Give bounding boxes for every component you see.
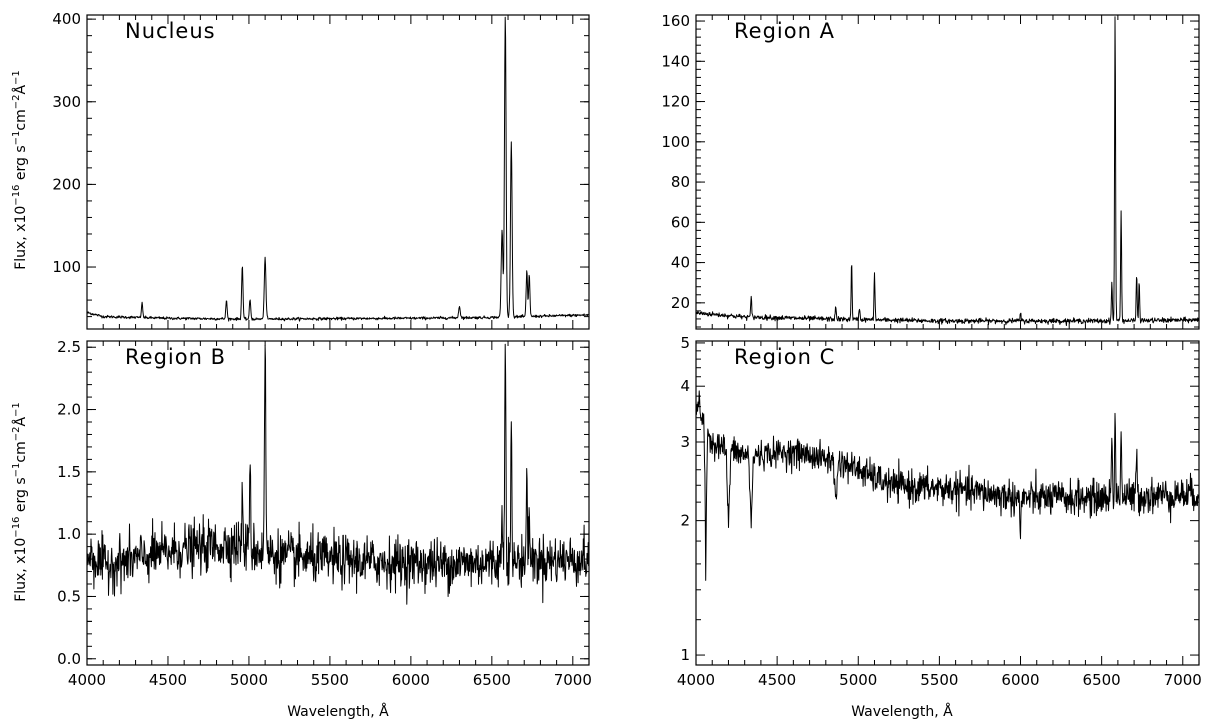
x-tick-label: 7000 xyxy=(554,671,592,689)
y-tick-label: 100 xyxy=(52,258,81,276)
x-tick-label: 4000 xyxy=(68,671,106,689)
x-tick-label: 6000 xyxy=(392,671,430,689)
y-tick-label: 3 xyxy=(680,433,690,451)
x-tick-label: 5000 xyxy=(839,671,877,689)
x-tick-label: 6500 xyxy=(473,671,511,689)
y-tick-label: 60 xyxy=(671,213,690,231)
spectrum-line xyxy=(696,390,1199,581)
y-tick-label: 200 xyxy=(52,175,81,193)
x-tick-label: 6000 xyxy=(1001,671,1039,689)
x-tick-label: 4000 xyxy=(677,671,715,689)
y-tick-label: 300 xyxy=(52,93,81,111)
y-tick-label: 80 xyxy=(671,173,690,191)
plot-frame xyxy=(695,340,1200,666)
x-tick-label: 5500 xyxy=(920,671,958,689)
y-tick-label: 1 xyxy=(680,646,690,664)
plot-frame xyxy=(86,14,590,330)
plot-frame xyxy=(695,14,1200,330)
y-tick-label: 120 xyxy=(661,93,690,111)
x-tick-label: 5000 xyxy=(230,671,268,689)
x-tick-label: 7000 xyxy=(1164,671,1202,689)
x-tick-label: 6500 xyxy=(1083,671,1121,689)
spectrum-line xyxy=(696,16,1199,326)
y-tick-label: 2.5 xyxy=(57,338,81,356)
panel-region-c: 4000 4500 5000 5500 6000 6500 7000 1 2 3 4 5 Region … xyxy=(677,334,1202,689)
y-tick-label: 1.0 xyxy=(57,525,81,543)
y-tick-label: 0.0 xyxy=(57,650,81,668)
y-tick-label: 2 xyxy=(680,512,690,530)
panel-region-b: 4000 4500 5000 5500 6000 6500 7000 0.0 0.5 1.0 1.5… xyxy=(57,338,592,689)
panel-title: Nucleus xyxy=(125,19,216,43)
panel-title: Region C xyxy=(734,345,835,369)
y-tick-label: 400 xyxy=(52,10,81,28)
panel-nucleus: 100 200 300 400 Nucleus xyxy=(52,10,590,330)
y-tick-label: 160 xyxy=(661,12,690,30)
panel-title: Region A xyxy=(734,19,835,43)
y-tick-label: 20 xyxy=(671,294,690,312)
xlabel-left: Wavelength, Å xyxy=(287,703,389,720)
x-tick-label: 5500 xyxy=(311,671,349,689)
y-tick-label: 100 xyxy=(661,133,690,151)
y-tick-label: 5 xyxy=(680,334,690,352)
y-tick-label: 1.5 xyxy=(57,463,81,481)
ylabel-bottom: Flux, x10−16 erg s−1cm−2Å−1 xyxy=(11,402,29,602)
y-tick-label: 0.5 xyxy=(57,587,81,605)
panel-region-a: 20 40 60 80 100 120 140 160 Region A xyxy=(661,12,1200,330)
y-tick-label: 2.0 xyxy=(57,401,81,419)
xlabel-right: Wavelength, Å xyxy=(851,703,953,720)
y-tick-label: 4 xyxy=(680,377,690,395)
spectrum-line xyxy=(87,343,589,605)
y-tick-label: 40 xyxy=(671,254,690,272)
x-tick-label: 4500 xyxy=(149,671,187,689)
ylabel-top: Flux, x10−16 erg s−1cm−2Å−1 xyxy=(11,70,29,270)
y-tick-label: 140 xyxy=(661,52,690,70)
x-tick-label: 4500 xyxy=(758,671,796,689)
plot-frame xyxy=(86,340,590,666)
panel-title: Region B xyxy=(125,345,226,369)
spectrum-line xyxy=(87,16,589,322)
